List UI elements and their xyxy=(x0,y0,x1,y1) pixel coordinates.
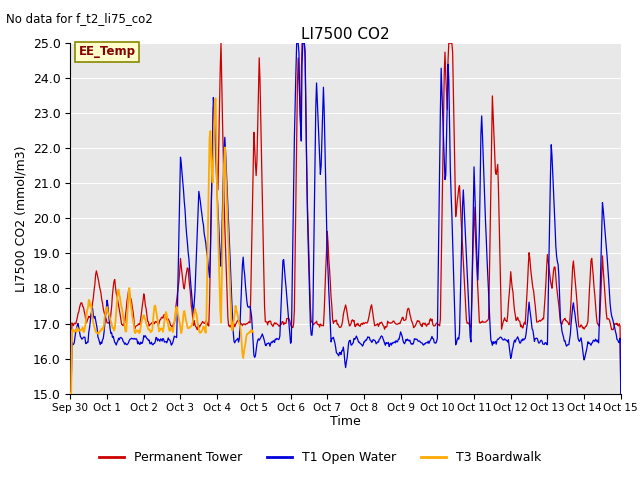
Text: EE_Temp: EE_Temp xyxy=(79,46,136,59)
X-axis label: Time: Time xyxy=(330,415,361,428)
Legend: Permanent Tower, T1 Open Water, T3 Boardwalk: Permanent Tower, T1 Open Water, T3 Board… xyxy=(93,446,547,469)
Y-axis label: LI7500 CO2 (mmol/m3): LI7500 CO2 (mmol/m3) xyxy=(14,145,28,292)
Text: No data for f_t2_li75_co2: No data for f_t2_li75_co2 xyxy=(6,12,153,25)
Title: LI7500 CO2: LI7500 CO2 xyxy=(301,27,390,42)
